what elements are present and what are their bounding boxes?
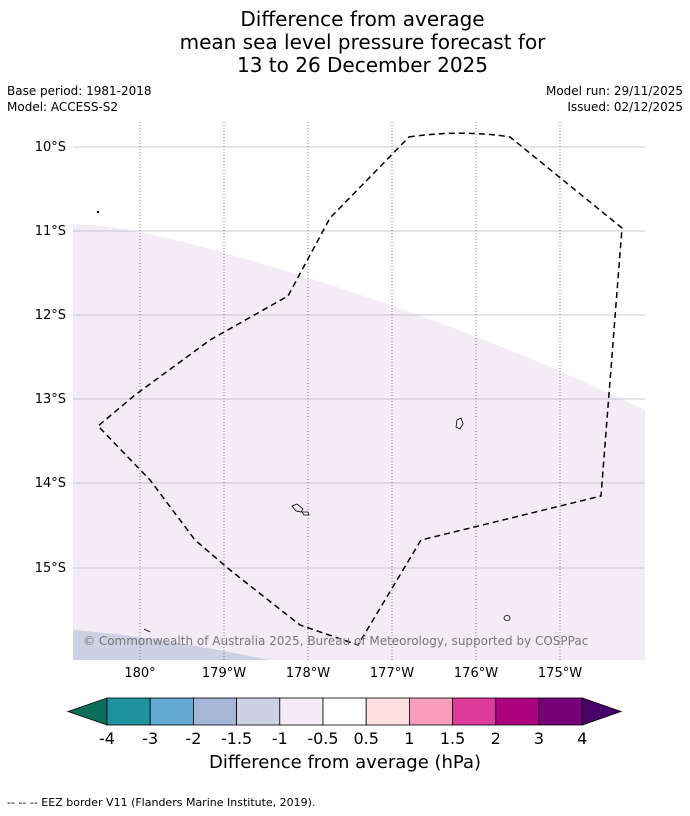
lon-label-178w: 178°W bbox=[286, 666, 330, 681]
issued-text: Issued: 02/12/2025 bbox=[567, 100, 683, 114]
cb-tick-neg2: -2 bbox=[185, 729, 201, 748]
islet-northwest bbox=[96, 210, 100, 214]
colorbar-bin-4 bbox=[236, 697, 281, 726]
lat-label-14s: 14°S bbox=[35, 476, 66, 491]
colorbar-bin-3 bbox=[192, 697, 237, 726]
eez-border bbox=[96, 132, 623, 646]
colorbar-bin-10 bbox=[495, 697, 540, 726]
base-period-text: Base period: 1981-2018 bbox=[7, 84, 152, 98]
longitude-labels: 180° 179°W 178°W 177°W 176°W 175°W bbox=[124, 666, 582, 681]
cb-tick-3: 3 bbox=[534, 729, 544, 748]
islet-south bbox=[143, 628, 151, 633]
meta-right: Model run: 29/11/2025 Issued: 02/12/2025 bbox=[546, 83, 683, 115]
anomaly-region-light bbox=[73, 224, 645, 660]
cb-tick-neg4: -4 bbox=[99, 729, 115, 748]
latitude-labels: 10°S 11°S 12°S 13°S 14°S 15°S bbox=[35, 140, 66, 576]
model-run-text: Model run: 29/11/2025 bbox=[545, 84, 683, 98]
colorbar-bin-7 bbox=[365, 697, 410, 726]
cb-tick-2: 2 bbox=[491, 729, 501, 748]
colorbar-under-arrow bbox=[66, 697, 108, 726]
cb-tick-neg1-5: -1.5 bbox=[221, 729, 252, 748]
colorbar-over-arrow bbox=[581, 697, 623, 726]
colorbar-tick-labels: -4 -3 -2 -1.5 -1 -0.5 0.5 1 1.5 2 3 4 bbox=[99, 729, 587, 748]
lon-label-176w: 176°W bbox=[454, 666, 498, 681]
cb-tick-1-5: 1.5 bbox=[440, 729, 465, 748]
colorbar-bin-6 bbox=[322, 697, 367, 726]
islands bbox=[96, 210, 511, 633]
colorbar-bin-1 bbox=[106, 697, 151, 726]
lat-label-13s: 13°S bbox=[35, 392, 66, 407]
colorbar-bin-2 bbox=[149, 697, 194, 726]
colorbar-title: Difference from average (hPa) bbox=[208, 752, 482, 773]
meta-left: Base period: 1981-2018 Model: ACCESS-S2 bbox=[7, 83, 152, 115]
island-east bbox=[455, 417, 464, 430]
cb-tick-4: 4 bbox=[577, 729, 587, 748]
lon-label-177w: 177°W bbox=[370, 666, 414, 681]
island-west-islet bbox=[301, 511, 310, 516]
cb-tick-0-5: 0.5 bbox=[353, 729, 378, 748]
lat-label-11s: 11°S bbox=[35, 224, 66, 239]
model-text: Model: ACCESS-S2 bbox=[7, 100, 119, 114]
title-line-3: 13 to 26 December 2025 bbox=[236, 53, 488, 77]
title-line-2: mean sea level pressure forecast for bbox=[179, 30, 546, 54]
colorbar-bin-5 bbox=[279, 697, 324, 726]
forecast-map: 10°S 11°S 12°S 13°S 14°S 15°S 180° 179°W… bbox=[35, 122, 645, 681]
cb-tick-neg0-5: -0.5 bbox=[307, 729, 338, 748]
island-south bbox=[503, 615, 511, 621]
title-line-1: Difference from average bbox=[240, 7, 485, 31]
cb-tick-neg3: -3 bbox=[142, 729, 158, 748]
cb-tick-neg1: -1 bbox=[272, 729, 288, 748]
colorbar-bin-9 bbox=[452, 697, 497, 726]
colorbar-bin-8 bbox=[408, 697, 453, 726]
island-west bbox=[291, 503, 304, 513]
lon-label-175w: 175°W bbox=[538, 666, 582, 681]
lat-label-12s: 12°S bbox=[35, 308, 66, 323]
chart-title: Difference from average mean sea level p… bbox=[0, 8, 690, 77]
latitude-gridlines bbox=[73, 146, 645, 569]
colorbar-bin-11 bbox=[538, 697, 583, 726]
lon-label-180: 180° bbox=[124, 666, 155, 681]
lon-label-179w: 179°W bbox=[202, 666, 246, 681]
cb-tick-1: 1 bbox=[404, 729, 414, 748]
eez-footnote: -- -- -- EEZ border V11 (Flanders Marine… bbox=[7, 796, 316, 809]
lat-label-15s: 15°S bbox=[35, 561, 66, 576]
copyright-text: © Commonwealth of Australia 2025, Bureau… bbox=[83, 634, 588, 648]
anomaly-region-moderate bbox=[73, 630, 270, 660]
lat-label-10s: 10°S bbox=[35, 140, 66, 155]
colorbar: -4 -3 -2 -1.5 -1 -0.5 0.5 1 1.5 2 3 4 bbox=[66, 697, 623, 748]
